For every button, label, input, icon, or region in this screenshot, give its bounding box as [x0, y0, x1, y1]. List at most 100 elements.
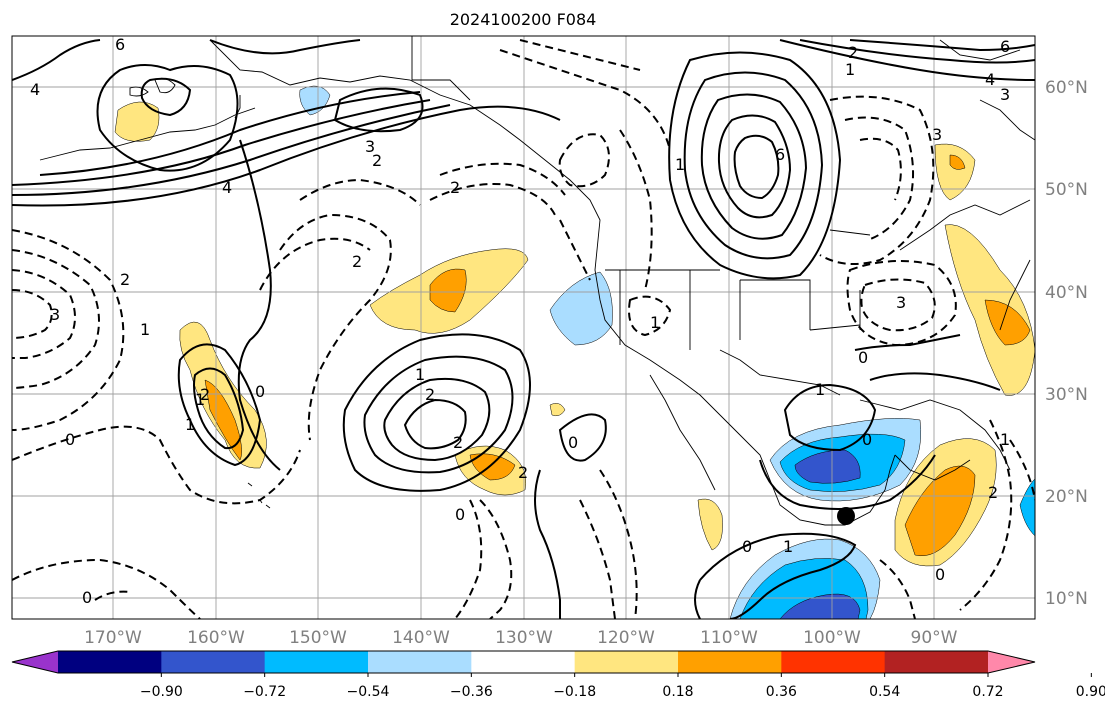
- colorbar-outline: [11, 650, 1036, 674]
- colorbar-label: 0.72: [972, 684, 1003, 700]
- contour-label: 0: [935, 565, 945, 584]
- contour-label: 2: [200, 385, 210, 404]
- contours-positive: [12, 39, 1035, 619]
- contour-label: 1: [675, 155, 685, 174]
- colorbar-label: 0.36: [766, 684, 797, 700]
- coastlines: [39, 36, 1035, 526]
- contour-label: 2: [988, 483, 998, 502]
- colorbar-segment: [781, 651, 886, 673]
- contour-label: 2: [518, 463, 528, 482]
- colorbar-segment: [58, 651, 162, 673]
- colorbar-segment: [884, 651, 989, 673]
- shade-positive: [179, 321, 267, 469]
- colorbar-segment: [264, 651, 369, 673]
- shade-positive: [949, 154, 966, 170]
- colorbar-label: 0.54: [869, 684, 900, 700]
- contour-label: 6: [1000, 37, 1010, 56]
- latitude-labels: 60°N 50°N 40°N 30°N 20°N 10°N: [1045, 78, 1088, 609]
- lon-label: 110°W: [700, 628, 758, 648]
- map-area: 6 4 3 2 2 4 3 2 1 6 2 1 3 2 2 1 2 1 1 2 …: [12, 35, 1035, 619]
- contours-zero: [209, 39, 1001, 619]
- contour-label: 0: [742, 537, 752, 556]
- shade-positive: [114, 101, 160, 142]
- contour-label: 2: [453, 433, 463, 452]
- lat-label: 20°N: [1045, 487, 1088, 507]
- contour-label: 6: [775, 145, 785, 164]
- contour-label: 0: [858, 348, 868, 367]
- colorbar-segment: [574, 651, 679, 673]
- contours: [12, 39, 1035, 619]
- lon-label: 170°W: [84, 628, 142, 648]
- longitude-labels: 170°W 160°W 150°W 140°W 130°W 120°W 110°…: [84, 628, 958, 648]
- contour-label: 0: [455, 505, 465, 524]
- lon-label: 120°W: [597, 628, 655, 648]
- lon-label: 100°W: [803, 628, 861, 648]
- lat-label: 30°N: [1045, 385, 1088, 405]
- shade-positive: [984, 299, 1031, 346]
- contour-label: 0: [255, 382, 265, 401]
- shading: [114, 85, 1035, 619]
- contour-label: 1: [815, 380, 825, 399]
- contour-label: 0: [568, 433, 578, 452]
- shade-negative: [1019, 478, 1035, 537]
- shade-negative: [794, 449, 861, 484]
- colorbar-segment: [368, 651, 472, 673]
- colorbar: −0.90 −0.72 −0.54 −0.36 −0.18 0.18 0.36 0.54 0.7…: [11, 650, 1105, 700]
- contour-label: 1: [783, 537, 793, 556]
- contour-label: 3: [932, 125, 942, 144]
- lon-label: 140°W: [392, 628, 450, 648]
- lon-label: 90°W: [911, 628, 958, 648]
- contour-label: 2: [848, 43, 858, 62]
- contour-labels: 6 4 3 2 2 4 3 2 1 6 2 1 3 2 2 1 2 1 1 2 …: [30, 35, 1010, 607]
- contour-label: 1: [845, 60, 855, 79]
- shade-positive: [697, 498, 723, 551]
- contour-label: 2: [372, 151, 382, 170]
- contour-label: 0: [862, 430, 872, 449]
- contour-label: 1: [140, 320, 150, 339]
- colorbar-label: −0.54: [347, 684, 390, 700]
- contour-label: 0: [82, 588, 92, 607]
- shade-positive: [429, 268, 467, 313]
- shade-negative: [779, 593, 861, 619]
- shade-positive: [904, 465, 976, 557]
- colorbar-segment: [678, 651, 782, 673]
- colorbar-label: −0.72: [243, 684, 286, 700]
- lat-label: 40°N: [1045, 283, 1088, 303]
- colorbar-extend-low: [12, 651, 58, 673]
- contour-label: 6: [115, 35, 125, 54]
- colorbar-label: −0.36: [450, 684, 493, 700]
- lon-label: 160°W: [187, 628, 245, 648]
- contours-negative: [12, 39, 1035, 619]
- location-marker: [837, 507, 855, 525]
- map-frame: [11, 35, 1036, 620]
- colorbar-segment: [161, 651, 266, 673]
- colorbar-label: 0.18: [662, 684, 693, 700]
- contour-label: 2: [120, 270, 130, 289]
- colorbar-extend-high: [988, 651, 1035, 673]
- colorbar-segment: [471, 651, 576, 673]
- shade-positive: [549, 403, 566, 417]
- contour-label: 1: [185, 415, 195, 434]
- contour-label: 4: [985, 70, 995, 89]
- contour-label: 2: [450, 178, 460, 197]
- contour-label: 4: [222, 178, 232, 197]
- contour-label: 4: [30, 80, 40, 99]
- contour-label: 1: [195, 390, 205, 409]
- contour-label: 1: [1000, 430, 1010, 449]
- shade-positive: [204, 379, 242, 461]
- contour-label: 3: [1000, 85, 1010, 104]
- lat-label: 50°N: [1045, 180, 1088, 200]
- lat-label: 60°N: [1045, 78, 1088, 98]
- contour-label: 0: [65, 430, 75, 449]
- contour-label: 1: [415, 365, 425, 384]
- colorbar-label: −0.90: [140, 684, 183, 700]
- lat-label: 10°N: [1045, 589, 1088, 609]
- shade-negative: [549, 271, 613, 346]
- contour-label: 2: [425, 385, 435, 404]
- contour-label: 2: [352, 252, 362, 271]
- lon-label: 150°W: [289, 628, 347, 648]
- contour-label: 3: [50, 305, 60, 324]
- colorbar-label: −0.18: [553, 684, 596, 700]
- contour-label: 3: [365, 137, 375, 156]
